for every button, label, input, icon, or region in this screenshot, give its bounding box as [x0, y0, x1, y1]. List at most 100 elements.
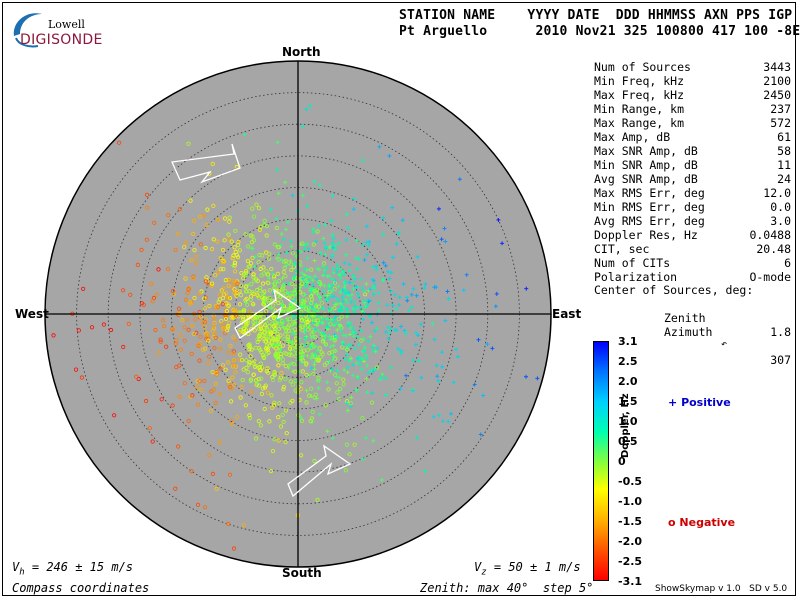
- positive-source-point: [312, 179, 317, 184]
- negative-source-point: [272, 400, 277, 405]
- positive-source-point: [346, 323, 351, 328]
- negative-source-point: [243, 232, 248, 237]
- positive-source-point: [351, 207, 356, 212]
- negative-source-point: [287, 323, 292, 328]
- positive-source-point: [422, 285, 427, 290]
- negative-source-point: [234, 293, 239, 298]
- positive-source-point: [283, 180, 288, 185]
- positive-source-point: [330, 233, 335, 238]
- negative-source-point: [175, 231, 180, 236]
- positive-source-point: [335, 368, 340, 373]
- negative-source-point: [271, 303, 276, 308]
- positive-source-point: [330, 276, 335, 281]
- negative-source-point: [264, 233, 269, 238]
- positive-source-point: [350, 281, 355, 286]
- negative-source-point: [257, 252, 262, 257]
- negative-source-point: [164, 344, 169, 349]
- positive-source-point: [329, 218, 334, 223]
- legend-negative-label: Negative: [679, 516, 736, 529]
- positive-source-point: [376, 308, 381, 313]
- lowell-digisonde-logo: Lowell DIGISONDE: [8, 8, 102, 50]
- negative-source-point: [298, 453, 304, 458]
- negative-source-point: [269, 266, 274, 272]
- positive-source-point: [230, 263, 235, 268]
- positive-source-point: [478, 432, 483, 437]
- positive-source-point: [337, 272, 342, 277]
- positive-source-point: [309, 341, 314, 346]
- negative-source-point: [283, 332, 288, 337]
- negative-source-point: [200, 347, 206, 352]
- positive-source-point: [304, 388, 309, 393]
- negative-source-point: [332, 306, 337, 311]
- negative-source-point: [246, 244, 251, 249]
- positive-source-point: [355, 305, 360, 310]
- positive-source-point: [276, 191, 281, 196]
- positive-source-point: [407, 308, 412, 313]
- positive-source-point: [524, 374, 529, 379]
- negative-source-point: [352, 442, 357, 447]
- positive-source-point: [434, 363, 439, 368]
- negative-source-point: [313, 392, 318, 397]
- positive-source-point: [392, 292, 397, 297]
- negative-source-point: [210, 370, 215, 375]
- positive-source-point: [365, 363, 370, 368]
- negative-source-point: [272, 276, 277, 281]
- negative-source-point: [190, 323, 195, 328]
- negative-source-point: [258, 324, 263, 329]
- positive-source-point: [347, 359, 352, 364]
- positive-source-point: [364, 224, 369, 229]
- positive-source-point: [335, 302, 340, 307]
- positive-source-point: [371, 292, 376, 297]
- negative-source-point: [326, 387, 331, 392]
- negative-source-point: [316, 375, 321, 380]
- negative-source-point: [255, 337, 260, 342]
- negative-source-point: [207, 452, 212, 458]
- negative-source-point: [272, 281, 277, 286]
- positive-source-point: [397, 295, 402, 300]
- negative-source-point: [249, 261, 254, 266]
- negative-source-point: [255, 293, 261, 298]
- negative-source-point: [201, 213, 207, 218]
- negative-source-point: [272, 437, 277, 442]
- negative-source-point: [241, 367, 246, 372]
- negative-source-point: [274, 225, 279, 231]
- negative-source-point: [216, 270, 221, 275]
- positive-source-point: [308, 286, 313, 291]
- positive-source-point: [324, 317, 329, 322]
- negative-source-point: [278, 424, 284, 429]
- negative-source-point: [231, 358, 236, 363]
- negative-source-point: [277, 401, 282, 406]
- negative-source-point: [267, 251, 272, 256]
- positive-source-point: [414, 293, 419, 298]
- positive-source-point: [344, 212, 349, 217]
- positive-source-point: [350, 362, 355, 367]
- negative-source-point: [156, 350, 161, 356]
- positive-source-point: [333, 247, 338, 252]
- negative-source-point: [249, 347, 254, 352]
- negative-source-point: [261, 302, 266, 307]
- positive-source-point: [318, 251, 323, 256]
- negative-source-point: [212, 346, 217, 351]
- positive-source-point: [360, 286, 365, 291]
- stat-value: 2450: [763, 88, 791, 102]
- negative-source-point: [276, 438, 281, 443]
- negative-source-point: [304, 400, 309, 405]
- negative-source-point: [278, 324, 283, 329]
- negative-source-point: [186, 141, 191, 146]
- positive-source-point: [378, 377, 383, 382]
- positive-source-point: [280, 258, 285, 263]
- negative-source-point: [347, 452, 352, 457]
- negative-source-point: [264, 309, 269, 314]
- positive-source-point: [314, 396, 319, 401]
- negative-source-point: [221, 267, 226, 272]
- positive-source-point: [303, 246, 308, 251]
- negative-source-point: [190, 393, 195, 398]
- positive-source-point: [311, 226, 316, 231]
- positive-source-point: [324, 246, 329, 251]
- negative-source-point: [203, 346, 208, 351]
- colorbar-tick: 1.0: [618, 415, 638, 428]
- positive-source-point: [323, 222, 328, 227]
- negative-source-point: [287, 346, 293, 351]
- positive-source-point: [354, 256, 359, 261]
- positive-source-point: [390, 205, 395, 210]
